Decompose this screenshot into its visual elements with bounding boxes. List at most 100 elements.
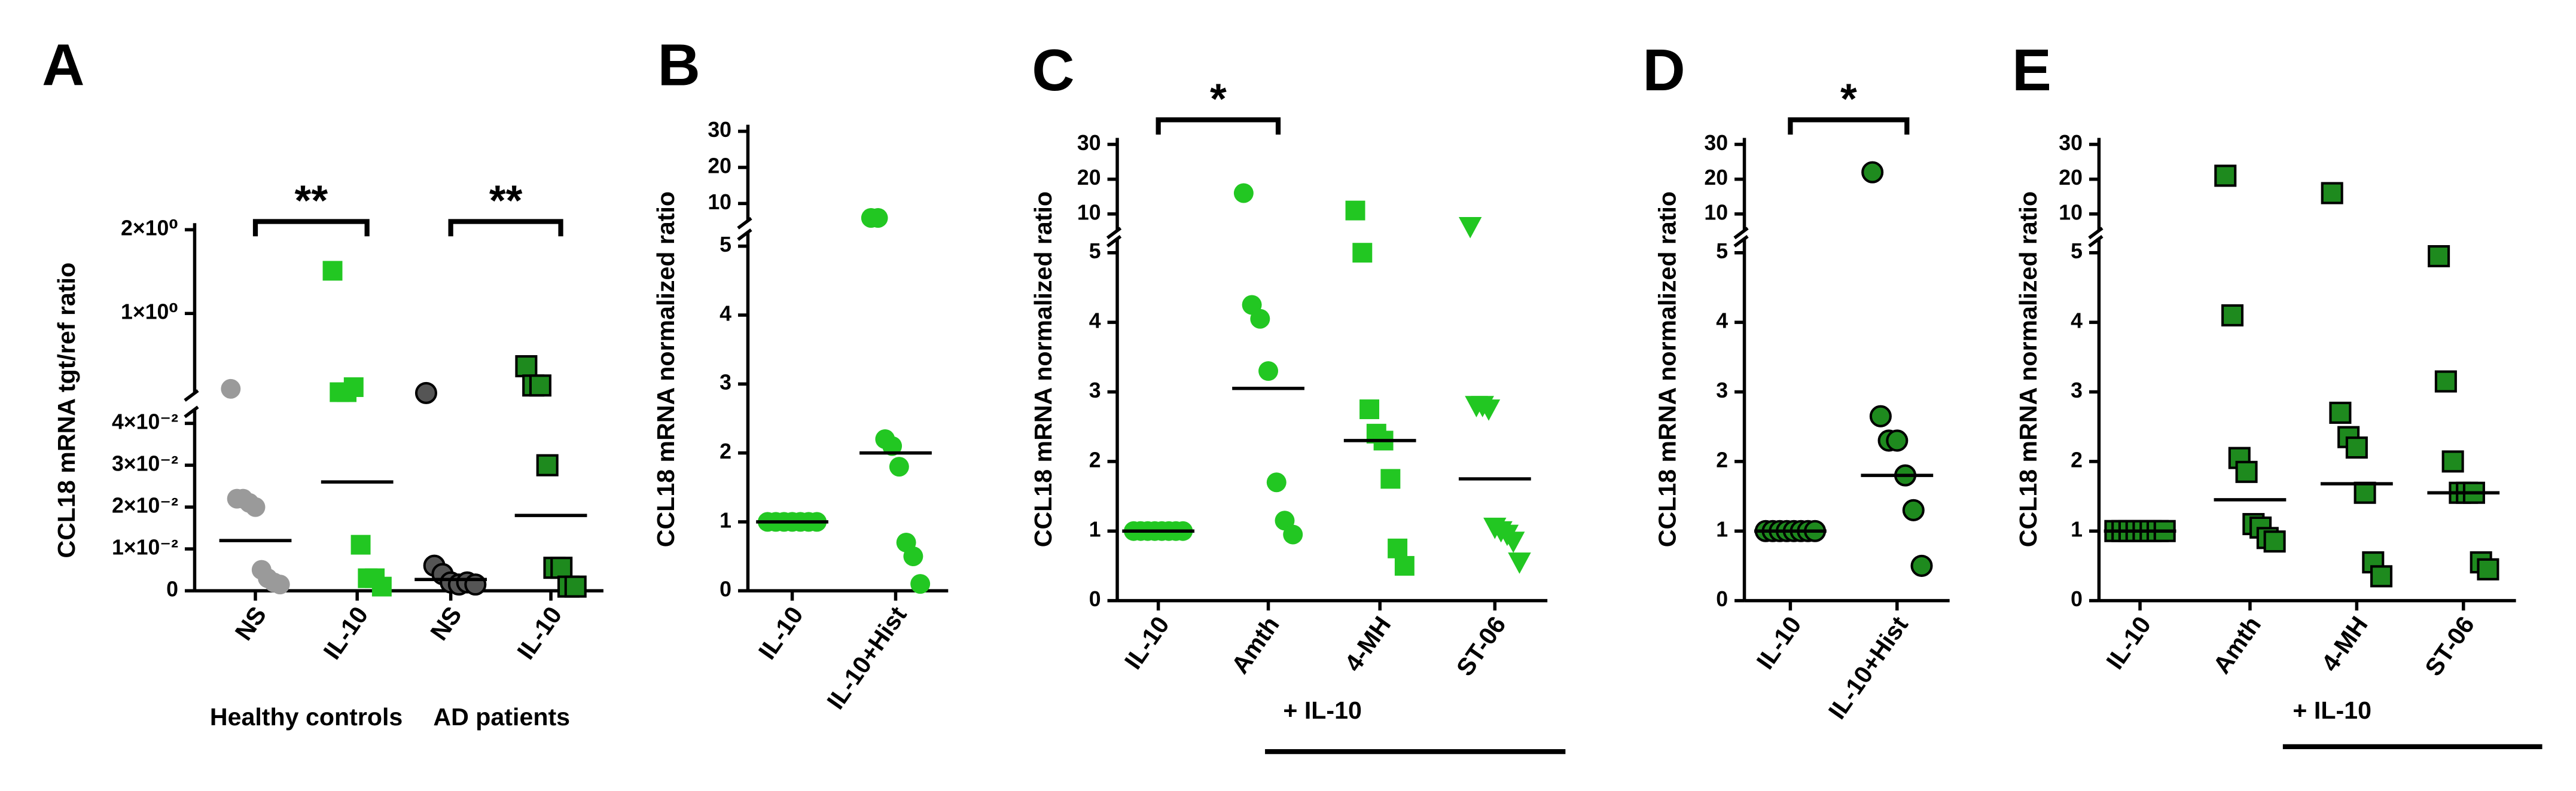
y-tick-label: 1	[1089, 518, 1101, 542]
y-tick-label: 1	[720, 508, 731, 532]
y-tick-label: 5	[2071, 239, 2083, 263]
axis-break	[184, 405, 199, 419]
panel-letter: C	[1032, 37, 1074, 103]
y-tick-label: 4	[720, 301, 731, 325]
data-point	[564, 575, 587, 598]
data-point	[1910, 554, 1933, 577]
axis-break	[1106, 235, 1122, 248]
x-tick-label: IL-10	[318, 601, 374, 664]
significance-bracket	[1156, 117, 1281, 135]
x-tick-label: ST-06	[2419, 612, 2480, 681]
y-tick-label: 0	[2071, 587, 2083, 611]
y-tick-label: 1×10⁻²	[112, 536, 178, 560]
axis-break	[1733, 235, 1749, 248]
x-tick-label: 4-MH	[2316, 612, 2373, 677]
axis-break	[2088, 227, 2104, 240]
y-tick-label: 2	[1716, 448, 1728, 472]
x-tick-label: IL-10+Hist	[822, 601, 912, 714]
y-tick-label: 10	[2059, 200, 2083, 224]
x-tick-label: NS	[230, 601, 272, 645]
data-point	[350, 535, 371, 555]
y-tick-label: 3×10⁻²	[112, 452, 178, 476]
significance-bracket	[252, 219, 370, 237]
y-tick-label: 2	[720, 439, 731, 463]
group-label: AD patients	[433, 703, 570, 731]
y-tick-label: 2×10⁻²	[112, 494, 178, 518]
y-tick-label: 5	[1716, 239, 1728, 263]
significance-bracket	[448, 219, 563, 237]
axis-break	[1106, 227, 1122, 240]
y-axis-label: CCL18 mRNA normalized ratio	[2014, 191, 2042, 547]
data-point	[1388, 538, 1408, 558]
data-point	[245, 497, 266, 517]
data-point	[868, 208, 888, 228]
y-tick-label: 1	[2071, 518, 2083, 542]
y-tick-label: 20	[708, 154, 731, 178]
y-tick-label: 10	[1077, 200, 1101, 224]
data-point	[536, 454, 559, 477]
data-point	[1508, 552, 1531, 574]
data-point	[270, 575, 290, 595]
x-tick-label: IL-10	[1119, 612, 1175, 674]
data-point	[1380, 469, 1401, 489]
y-tick-label: 0	[166, 578, 178, 601]
data-point	[464, 573, 487, 596]
group-label: Healthy controls	[210, 703, 403, 731]
data-point	[889, 457, 909, 477]
data-point	[910, 574, 931, 594]
y-tick-label: 0	[1089, 587, 1101, 611]
data-point	[882, 436, 903, 456]
panel-letter: A	[42, 32, 84, 98]
significance-bracket	[1788, 117, 1910, 135]
y-tick-label: 10	[1704, 200, 1728, 224]
group-label: + IL-10	[1283, 697, 1362, 724]
data-point	[2434, 370, 2457, 393]
panel-letter: E	[2012, 37, 2051, 103]
y-tick-label: 10	[708, 190, 731, 214]
axis-break	[737, 228, 752, 241]
y-tick-label: 30	[708, 118, 731, 142]
y-tick-label: 5	[1089, 239, 1101, 263]
data-point	[2354, 481, 2376, 504]
data-point	[371, 576, 392, 597]
y-tick-label: 20	[2059, 166, 2083, 190]
y-tick-label: 30	[2059, 131, 2083, 155]
data-point	[1266, 472, 1287, 493]
data-point	[1869, 405, 1892, 427]
data-point	[221, 378, 241, 399]
y-tick-label: 2	[1089, 448, 1101, 472]
axis-break	[2088, 235, 2104, 248]
data-point	[2221, 304, 2244, 326]
y-tick-label: 3	[1089, 378, 1101, 402]
x-tick-label: Amth	[1226, 612, 1285, 679]
y-tick-label: 3	[1716, 378, 1728, 402]
y-tick-label: 4×10⁻²	[112, 410, 178, 434]
data-point	[2345, 436, 2368, 459]
y-tick-label: 30	[1704, 131, 1728, 155]
significance-label: *	[1210, 75, 1227, 123]
data-point	[1233, 183, 1254, 203]
panel-letter: B	[657, 32, 700, 98]
data-point	[1477, 399, 1501, 421]
data-point	[414, 381, 438, 404]
x-tick-label: IL-10	[2101, 612, 2157, 674]
y-axis-label: CCL18 mRNA normalized ratio	[1653, 191, 1681, 547]
data-point	[2321, 182, 2343, 204]
data-point	[2214, 164, 2237, 187]
x-tick-label: IL-10	[1751, 612, 1807, 674]
data-point	[1861, 161, 1884, 184]
y-axis-label: CCL18 mRNA normalized ratio	[652, 191, 679, 547]
y-tick-label: 3	[2071, 378, 2083, 402]
y-tick-label: 0	[1716, 587, 1728, 611]
data-point	[1458, 216, 1482, 239]
data-point	[1886, 429, 1909, 452]
x-tick-label: ST-06	[1451, 612, 1511, 681]
significance-label: **	[489, 177, 523, 225]
axis-break	[184, 389, 199, 402]
y-tick-label: 3	[720, 371, 731, 395]
significance-label: **	[295, 177, 328, 225]
data-point	[1283, 524, 1303, 545]
y-tick-label: 0	[720, 578, 731, 601]
y-tick-label: 1	[1716, 518, 1728, 542]
